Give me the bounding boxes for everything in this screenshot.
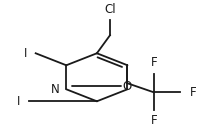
Text: F: F — [150, 114, 157, 127]
Text: O: O — [123, 80, 132, 93]
Text: I: I — [24, 47, 27, 60]
Text: F: F — [150, 56, 157, 69]
Text: Cl: Cl — [104, 3, 116, 16]
Text: I: I — [17, 95, 20, 108]
Text: N: N — [51, 83, 60, 96]
Text: F: F — [190, 86, 196, 99]
